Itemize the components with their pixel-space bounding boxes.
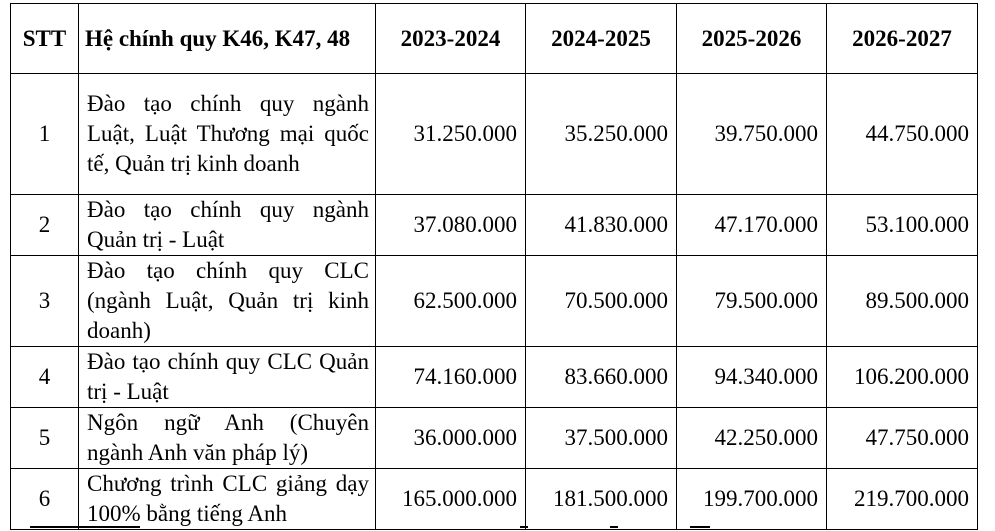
row-fee: 83.660.000 — [525, 346, 677, 408]
row-program: Đào tạo chính quy ngành Luật, Luật Thươn… — [78, 73, 376, 195]
row-fee: 47.750.000 — [826, 407, 978, 469]
row-stt: 3 — [10, 255, 79, 347]
cropped-text-below — [0, 524, 995, 531]
header-row: STT Hệ chính quy K46, K47, 48 2023-2024 … — [10, 3, 978, 74]
row-program: Đào tạo chính quy ngành Quản trị - Luật — [78, 194, 376, 256]
row-fee: 31.250.000 — [375, 73, 526, 195]
row-fee: 42.250.000 — [676, 407, 827, 469]
row-fee: 44.750.000 — [826, 73, 978, 195]
row-stt: 2 — [10, 194, 79, 256]
table-row: 1 Đào tạo chính quy ngành Luật, Luật Thư… — [10, 73, 978, 195]
table-row: 2 Đào tạo chính quy ngành Quản trị - Luậ… — [10, 194, 978, 256]
row-fee: 219.700.000 — [826, 468, 978, 530]
row-fee: 37.500.000 — [525, 407, 677, 469]
row-fee: 53.100.000 — [826, 194, 978, 256]
row-fee: 94.340.000 — [676, 346, 827, 408]
header-year-1: 2023-2024 — [375, 3, 526, 74]
table-row: 4 Đào tạo chính quy CLC Quản trị - Luật … — [10, 346, 978, 408]
row-stt: 6 — [10, 468, 79, 530]
row-program: Đào tạo chính quy CLC Quản trị - Luật — [78, 346, 376, 408]
header-year-2: 2024-2025 — [525, 3, 677, 74]
row-stt: 4 — [10, 346, 79, 408]
row-fee: 79.500.000 — [676, 255, 827, 347]
row-fee: 165.000.000 — [375, 468, 526, 530]
row-program: Ngôn ngữ Anh (Chuyên ngành Anh văn pháp … — [78, 407, 376, 469]
row-fee: 35.250.000 — [525, 73, 677, 195]
header-stt: STT — [10, 3, 79, 74]
tuition-fee-table: STT Hệ chính quy K46, K47, 48 2023-2024 … — [10, 3, 978, 530]
row-stt: 5 — [10, 407, 79, 469]
row-fee: 37.080.000 — [375, 194, 526, 256]
header-program: Hệ chính quy K46, K47, 48 — [78, 3, 376, 74]
row-fee: 36.000.000 — [375, 407, 526, 469]
row-program: Đào tạo chính quy CLC (ngành Luật, Quản … — [78, 255, 376, 347]
row-fee: 89.500.000 — [826, 255, 978, 347]
row-fee: 47.170.000 — [676, 194, 827, 256]
row-fee: 74.160.000 — [375, 346, 526, 408]
table-row: 5 Ngôn ngữ Anh (Chuyên ngành Anh văn phá… — [10, 407, 978, 469]
row-stt: 1 — [10, 73, 79, 195]
row-fee: 199.700.000 — [676, 468, 827, 530]
table-row: 3 Đào tạo chính quy CLC (ngành Luật, Quả… — [10, 255, 978, 347]
table-row: 6 Chương trình CLC giảng dạy 100% bằng t… — [10, 468, 978, 530]
header-year-3: 2025-2026 — [676, 3, 827, 74]
row-program: Chương trình CLC giảng dạy 100% bằng tiế… — [78, 468, 376, 530]
row-fee: 39.750.000 — [676, 73, 827, 195]
row-fee: 106.200.000 — [826, 346, 978, 408]
row-fee: 70.500.000 — [525, 255, 677, 347]
header-year-4: 2026-2027 — [826, 3, 978, 74]
row-fee: 181.500.000 — [525, 468, 677, 530]
row-fee: 41.830.000 — [525, 194, 677, 256]
row-fee: 62.500.000 — [375, 255, 526, 347]
